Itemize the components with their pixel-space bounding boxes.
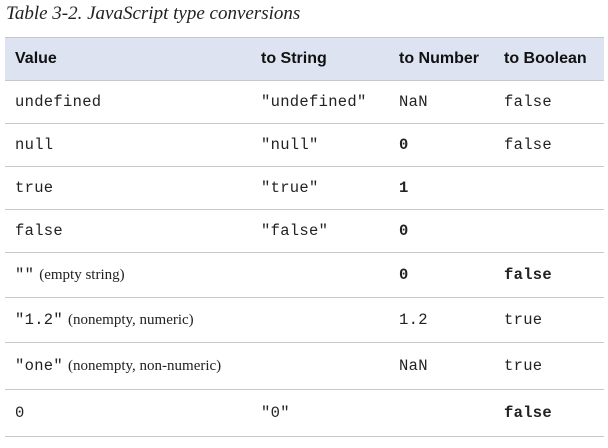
value-cell: "" (empty string) bbox=[15, 253, 125, 297]
value-code: undefined bbox=[15, 93, 102, 111]
value-cell: undefined bbox=[15, 81, 106, 123]
boolean-cell: true bbox=[504, 298, 542, 342]
value-note: (empty string) bbox=[39, 266, 125, 283]
boolean-cell: false bbox=[504, 81, 552, 123]
value-cell: "one" (nonempty, non-numeric) bbox=[15, 343, 221, 389]
number-value: NaN bbox=[399, 357, 428, 375]
boolean-cell: false bbox=[504, 124, 552, 166]
value-cell: "1.2" (nonempty, numeric) bbox=[15, 298, 194, 342]
number-value: 1.2 bbox=[399, 311, 428, 329]
value-code: 0 bbox=[15, 404, 25, 422]
string-value: "undefined" bbox=[261, 93, 367, 111]
value-code: "1.2" bbox=[15, 311, 64, 329]
string-value: "0" bbox=[261, 404, 290, 422]
table-row: null "null" 0 false bbox=[5, 124, 604, 167]
number-cell: 1 bbox=[399, 167, 409, 209]
number-value: 1 bbox=[399, 179, 409, 197]
column-header-value: Value bbox=[15, 50, 57, 67]
number-cell: 1.2 bbox=[399, 298, 428, 342]
boolean-value: true bbox=[504, 311, 543, 329]
number-cell: 0 bbox=[399, 210, 409, 252]
column-header-to-boolean: to Boolean bbox=[504, 50, 587, 67]
boolean-value: false bbox=[504, 136, 553, 154]
type-conversion-table: Value to String to Number to Boolean und… bbox=[5, 37, 604, 437]
number-value: 0 bbox=[399, 266, 409, 284]
table-row: true "true" 1 bbox=[5, 167, 604, 210]
boolean-value: false bbox=[504, 404, 553, 422]
string-cell: "true" bbox=[261, 167, 319, 209]
value-code: true bbox=[15, 179, 54, 197]
value-cell: false bbox=[15, 210, 68, 252]
boolean-value: false bbox=[504, 266, 553, 284]
string-value: "true" bbox=[261, 179, 319, 197]
column-header-to-string: to String bbox=[261, 50, 327, 67]
string-cell: "null" bbox=[261, 124, 319, 166]
value-code: null bbox=[15, 136, 54, 154]
table-caption: Table 3-2. JavaScript type conversions bbox=[6, 3, 301, 24]
value-code: "one" bbox=[15, 357, 64, 375]
string-cell: "0" bbox=[261, 390, 290, 436]
table-row: "one" (nonempty, non-numeric) NaN true bbox=[5, 343, 604, 390]
number-cell: NaN bbox=[399, 81, 428, 123]
value-note: (nonempty, numeric) bbox=[68, 311, 194, 328]
boolean-value: true bbox=[504, 357, 543, 375]
table-header-row: Value to String to Number to Boolean bbox=[5, 38, 604, 81]
table-row: 0 "0" false bbox=[5, 390, 604, 437]
number-cell: 0 bbox=[399, 124, 409, 166]
number-value: 0 bbox=[399, 222, 409, 240]
string-value: "false" bbox=[261, 222, 329, 240]
value-code: "" bbox=[15, 266, 35, 284]
value-code: false bbox=[15, 222, 64, 240]
column-header-to-number: to Number bbox=[399, 50, 479, 67]
table-row: "" (empty string) 0 false bbox=[5, 253, 604, 298]
string-cell: "false" bbox=[261, 210, 328, 252]
number-cell: 0 bbox=[399, 253, 409, 297]
value-cell: null bbox=[15, 124, 58, 166]
boolean-cell: false bbox=[504, 390, 552, 436]
string-value: "null" bbox=[261, 136, 319, 154]
boolean-cell: false bbox=[504, 253, 552, 297]
number-cell: NaN bbox=[399, 343, 428, 389]
table-row: "1.2" (nonempty, numeric) 1.2 true bbox=[5, 298, 604, 343]
boolean-cell: true bbox=[504, 343, 542, 389]
table-row: undefined "undefined" NaN false bbox=[5, 81, 604, 124]
value-note: (nonempty, non-numeric) bbox=[68, 357, 222, 374]
number-value: 0 bbox=[399, 136, 409, 154]
boolean-value: false bbox=[504, 93, 553, 111]
value-cell: 0 bbox=[15, 390, 30, 436]
value-cell: true bbox=[15, 167, 58, 209]
table-row: false "false" 0 bbox=[5, 210, 604, 253]
number-value: NaN bbox=[399, 93, 428, 111]
string-cell: "undefined" bbox=[261, 81, 367, 123]
